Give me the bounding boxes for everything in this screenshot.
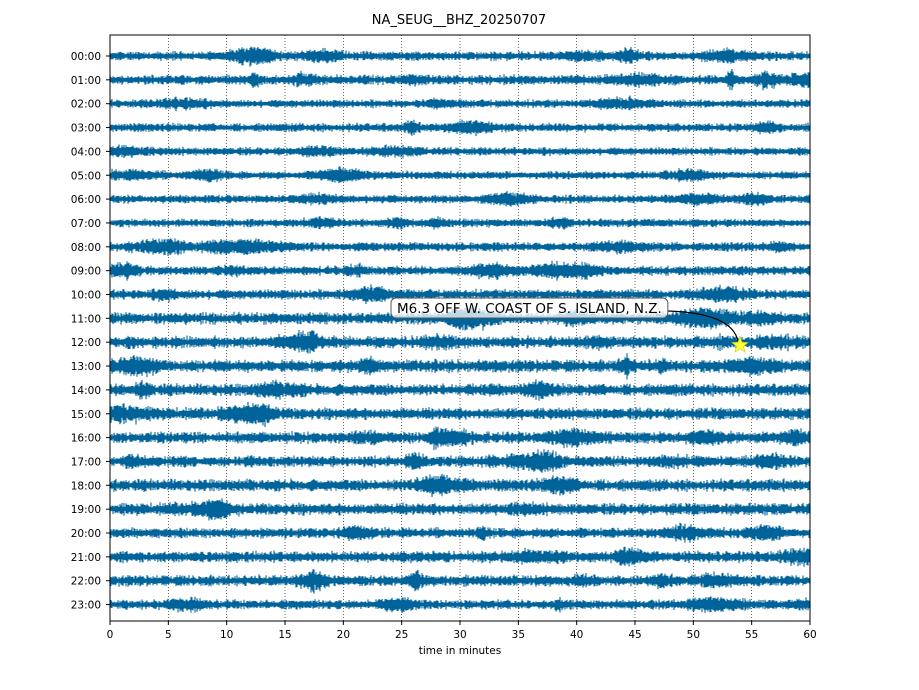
x-tick-label: 35 <box>512 629 525 641</box>
annotation-box <box>390 297 669 319</box>
plot-frame <box>109 34 811 622</box>
y-tick-label: 17:00 <box>71 456 101 468</box>
x-tick-label: 30 <box>453 629 466 641</box>
y-tick-label: 13:00 <box>71 361 101 373</box>
y-tick-label: 20:00 <box>71 528 101 540</box>
y-tick-label: 12:00 <box>71 337 101 349</box>
y-tick-label: 06:00 <box>71 194 101 206</box>
chart-title: NA_SEUG__BHZ_20250707 <box>372 13 546 28</box>
annotation-text: M6.3 OFF W. COAST OF S. ISLAND, N.Z. <box>397 301 662 317</box>
y-tick-label: 23:00 <box>71 600 101 612</box>
y-tick-label: 03:00 <box>71 123 101 135</box>
x-tick-label: 50 <box>687 629 700 641</box>
event-star-marker <box>731 335 749 353</box>
annotation-arrow <box>667 310 739 342</box>
y-tick-label: 09:00 <box>71 266 101 278</box>
y-tick-label: 21:00 <box>71 552 101 564</box>
x-tick-label: 60 <box>803 629 816 641</box>
x-tick-label: 55 <box>745 629 758 641</box>
x-tick-label: 5 <box>165 629 172 641</box>
y-tick-label: 02:00 <box>71 99 101 111</box>
y-tick-label: 16:00 <box>71 433 101 445</box>
y-tick-label: 08:00 <box>71 242 101 254</box>
x-axis-label: time in minutes <box>419 645 501 657</box>
y-tick-label: 04:00 <box>71 146 101 158</box>
x-tick-label: 45 <box>628 629 641 641</box>
y-tick-label: 22:00 <box>71 576 101 588</box>
x-tick-label: 0 <box>107 629 114 641</box>
y-tick-label: 07:00 <box>71 218 101 230</box>
x-tick-label: 25 <box>395 629 408 641</box>
y-tick-label: 14:00 <box>71 385 101 397</box>
y-tick-label: 00:00 <box>71 51 101 63</box>
x-tick-label: 20 <box>337 629 350 641</box>
y-tick-label: 05:00 <box>71 170 101 182</box>
y-tick-label: 19:00 <box>71 504 101 516</box>
y-tick-label: 18:00 <box>71 480 101 492</box>
y-tick-label: 11:00 <box>71 313 101 325</box>
x-tick-label: 40 <box>570 629 583 641</box>
y-tick-label: 10:00 <box>71 290 101 302</box>
y-tick-label: 15:00 <box>71 409 101 421</box>
x-tick-label: 10 <box>220 629 233 641</box>
x-tick-labels: 0 5 10 15 20 25 30 35 40 45 50 55 60 <box>107 621 817 641</box>
y-tick-labels: 00:00 01:00 02:00 03:00 04:00 05:00 06:00 07:00… <box>71 51 110 612</box>
event-annotation: M6.3 OFF W. COAST OF S. ISLAND, N.Z. <box>390 297 749 353</box>
x-tick-label: 15 <box>278 629 291 641</box>
y-tick-label: 01:00 <box>71 75 101 87</box>
